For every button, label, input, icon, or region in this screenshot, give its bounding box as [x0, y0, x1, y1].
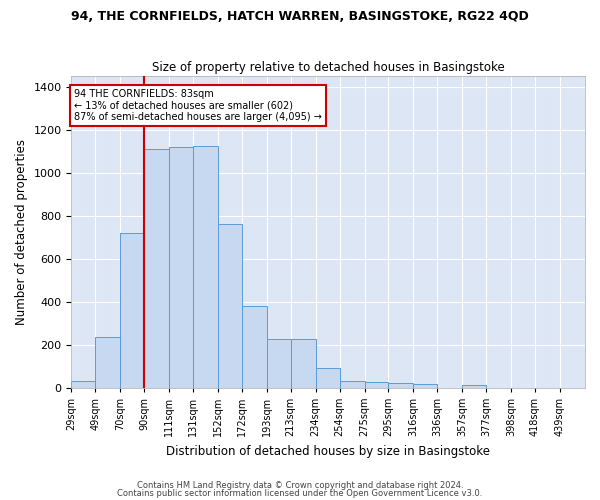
Bar: [242, 306, 267, 388]
Bar: [340, 381, 365, 388]
Bar: [120, 233, 144, 388]
Bar: [71, 381, 95, 388]
X-axis label: Distribution of detached houses by size in Basingstoke: Distribution of detached houses by size …: [166, 444, 490, 458]
Bar: [462, 386, 486, 388]
Bar: [169, 147, 193, 388]
Bar: [218, 224, 242, 388]
Text: Contains HM Land Registry data © Crown copyright and database right 2024.: Contains HM Land Registry data © Crown c…: [137, 481, 463, 490]
Bar: [388, 384, 413, 388]
Bar: [290, 340, 316, 388]
Bar: [413, 384, 437, 388]
Text: Contains public sector information licensed under the Open Government Licence v3: Contains public sector information licen…: [118, 488, 482, 498]
Text: 94, THE CORNFIELDS, HATCH WARREN, BASINGSTOKE, RG22 4QD: 94, THE CORNFIELDS, HATCH WARREN, BASING…: [71, 10, 529, 23]
Bar: [95, 337, 120, 388]
Bar: [267, 340, 290, 388]
Text: 94 THE CORNFIELDS: 83sqm
← 13% of detached houses are smaller (602)
87% of semi-: 94 THE CORNFIELDS: 83sqm ← 13% of detach…: [74, 89, 322, 122]
Bar: [365, 382, 388, 388]
Title: Size of property relative to detached houses in Basingstoke: Size of property relative to detached ho…: [152, 60, 505, 74]
Bar: [316, 368, 340, 388]
Bar: [144, 149, 169, 388]
Y-axis label: Number of detached properties: Number of detached properties: [15, 139, 28, 325]
Bar: [193, 146, 218, 388]
